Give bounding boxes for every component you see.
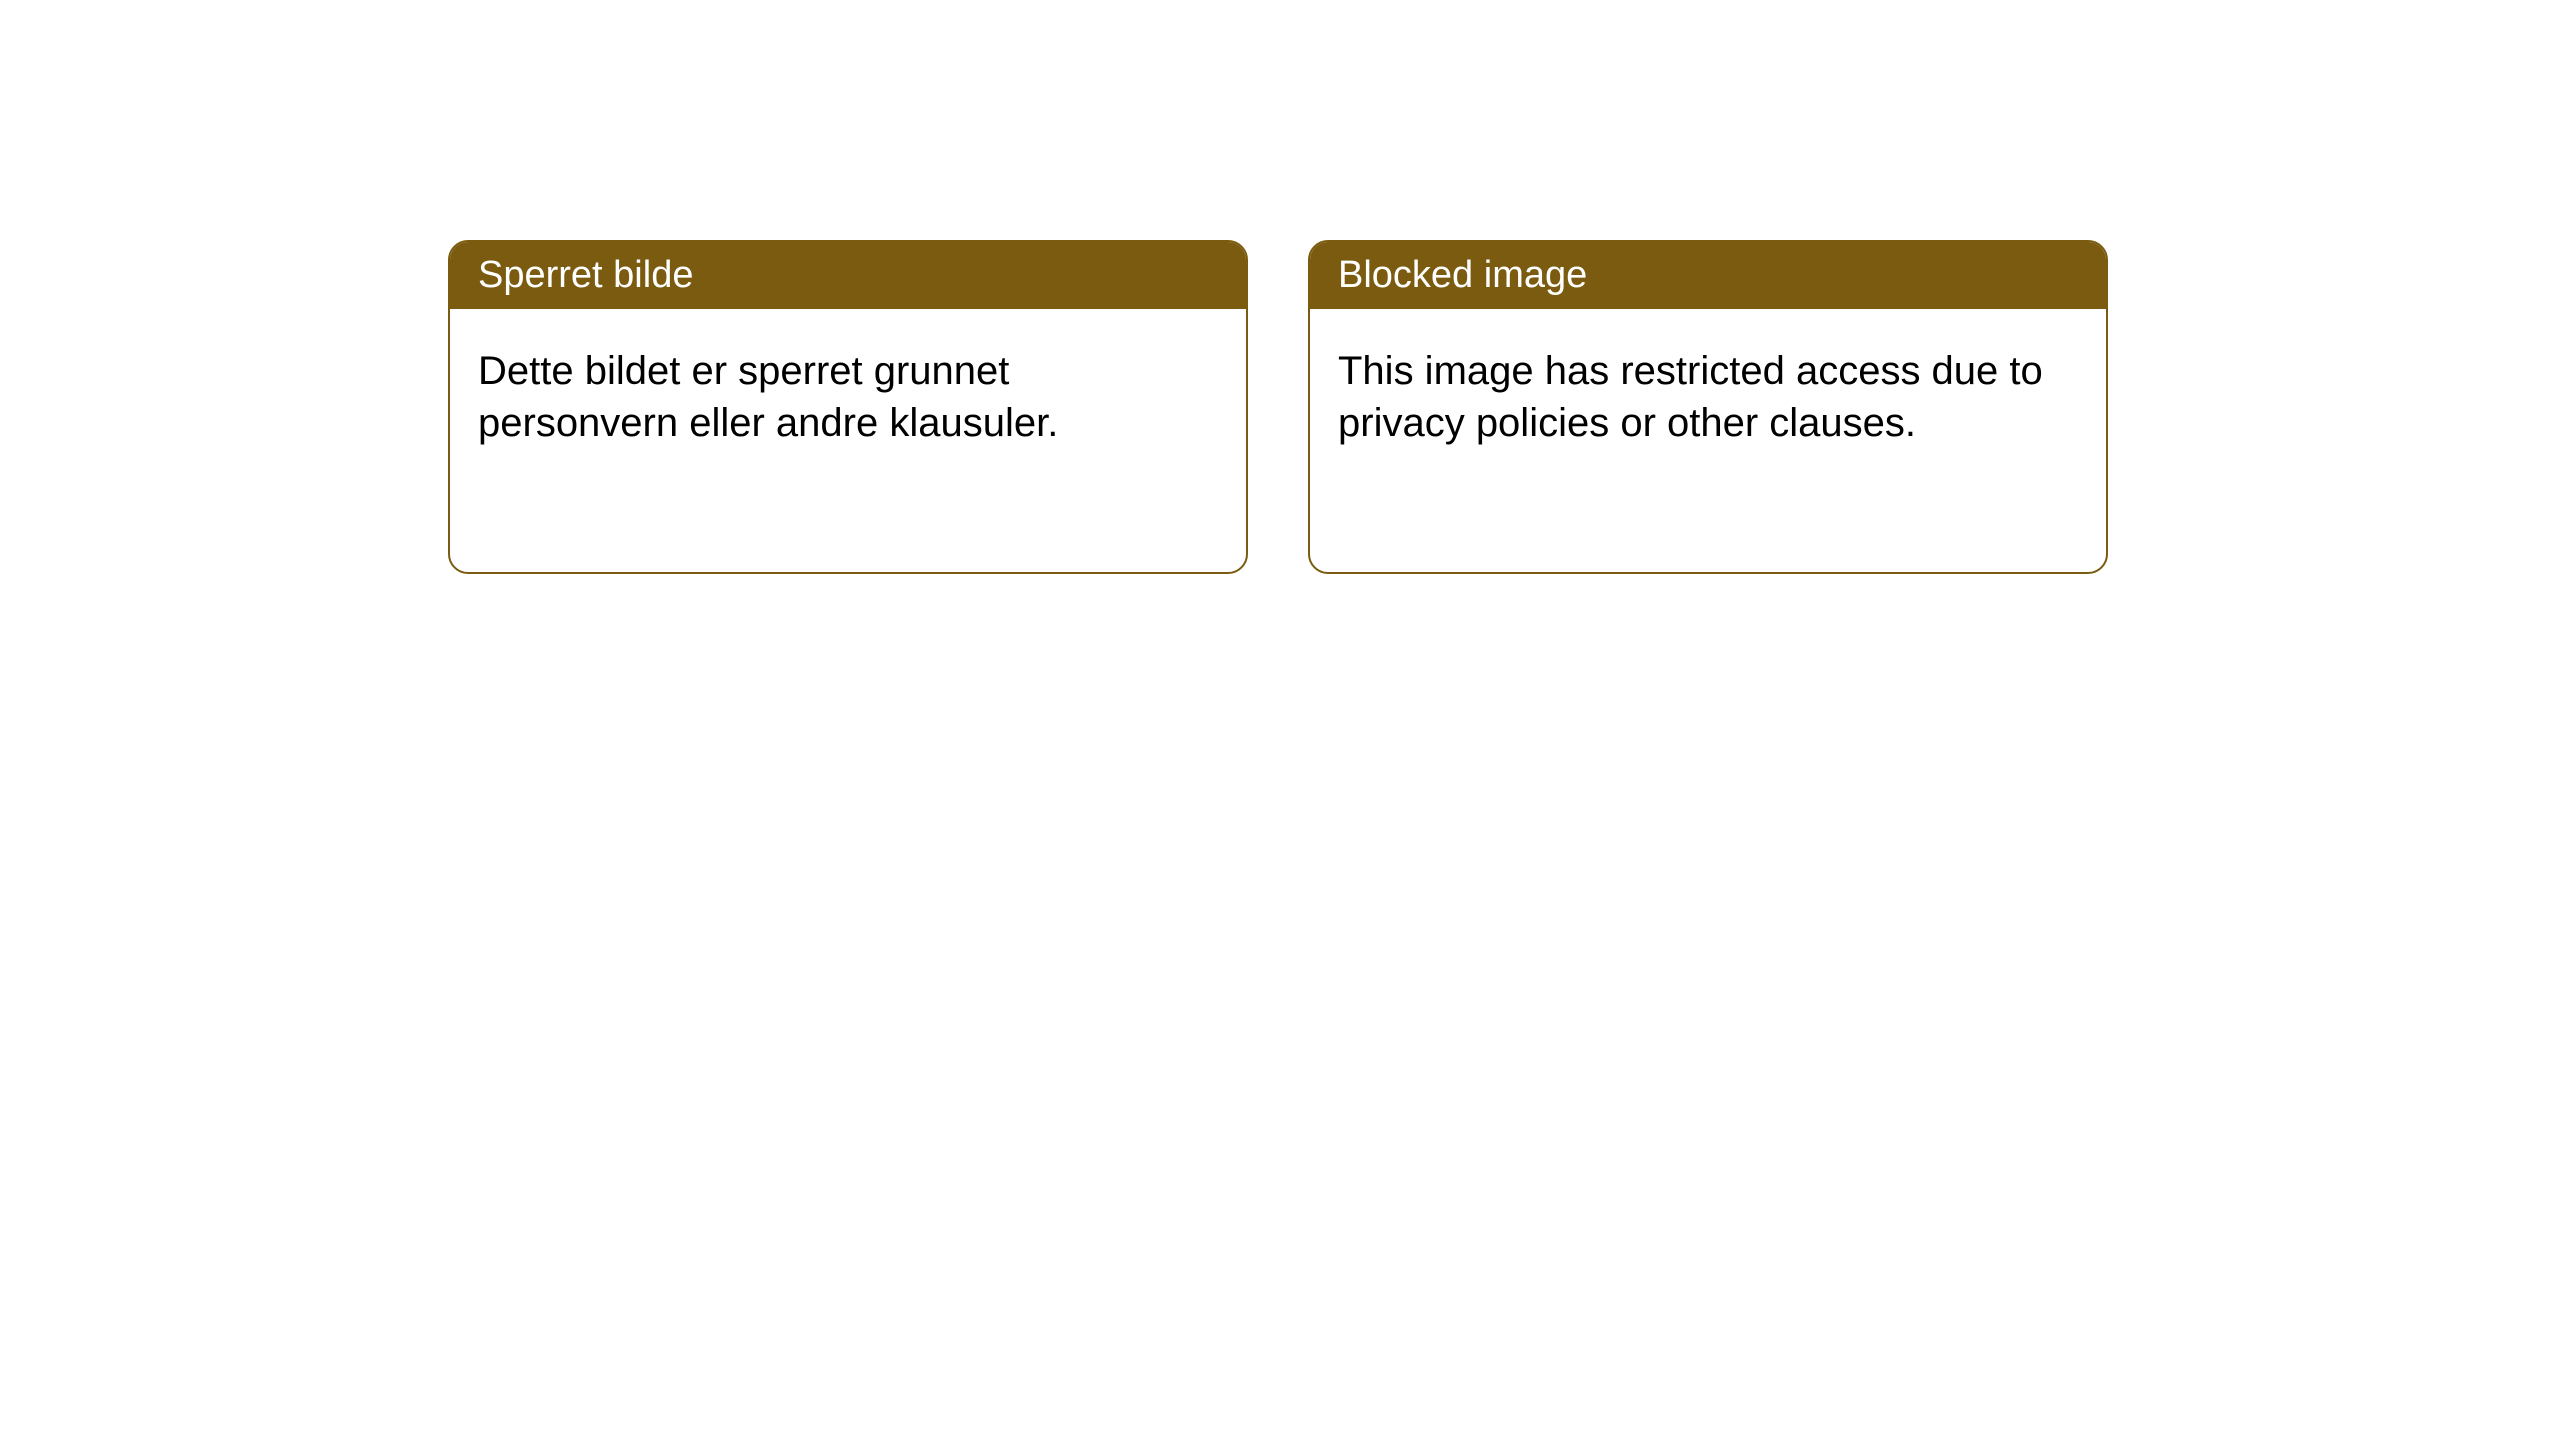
card-header: Blocked image (1310, 242, 2106, 309)
card-body-text: This image has restricted access due to … (1338, 349, 2043, 445)
card-title: Blocked image (1338, 254, 1587, 296)
card-body: This image has restricted access due to … (1310, 309, 2106, 485)
card-header: Sperret bilde (450, 242, 1246, 309)
card-norwegian: Sperret bilde Dette bildet er sperret gr… (448, 240, 1248, 574)
card-container: Sperret bilde Dette bildet er sperret gr… (448, 240, 2108, 574)
card-english: Blocked image This image has restricted … (1308, 240, 2108, 574)
card-body: Dette bildet er sperret grunnet personve… (450, 309, 1246, 485)
card-title: Sperret bilde (478, 254, 693, 296)
card-body-text: Dette bildet er sperret grunnet personve… (478, 349, 1058, 445)
